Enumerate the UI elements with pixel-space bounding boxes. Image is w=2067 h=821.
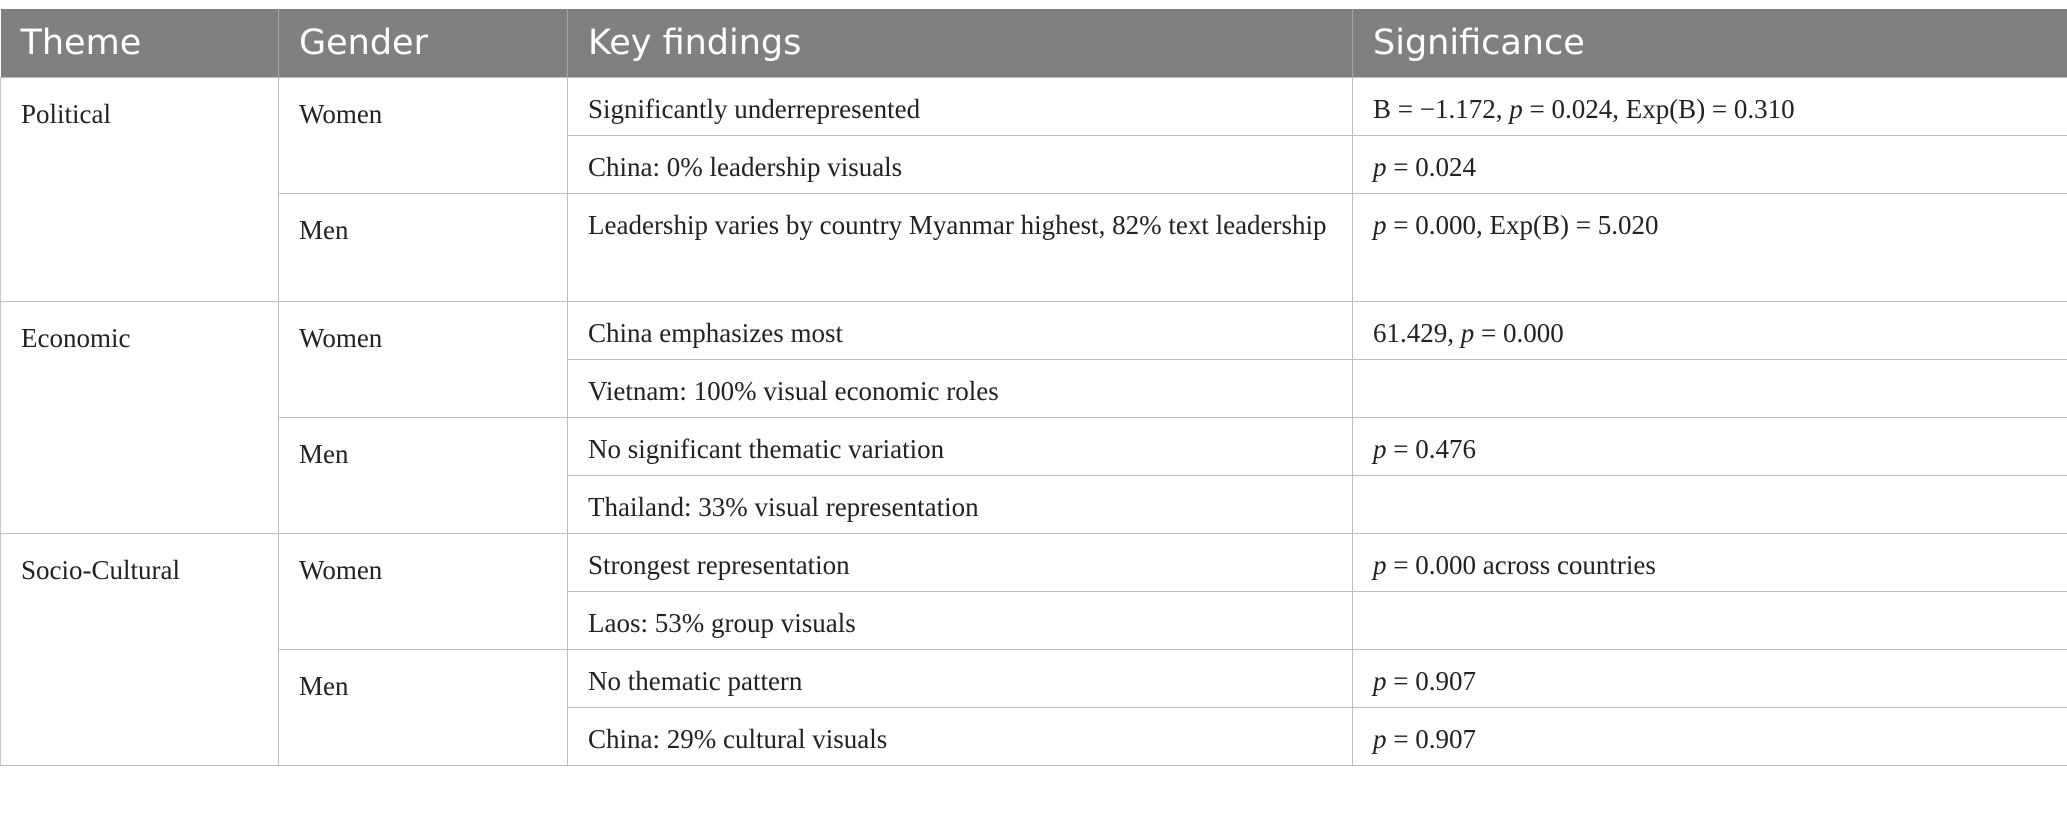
finding-cell: No significant thematic variation [567,417,1353,476]
significance-cell: p = 0.024 [1352,135,2067,194]
significance-prefix: 61.429, [1373,318,1461,348]
p-symbol: p [1509,94,1523,124]
finding-cell: Thailand: 33% visual representation [567,475,1353,534]
table-row: Political Women Significantly underrepre… [0,77,2067,302]
p-symbol: p [1373,434,1387,464]
finding-cell: Vietnam: 100% visual economic roles [567,359,1353,418]
table-header: Theme Gender Key findings Significance [0,9,2067,78]
significance-cell: B = −1.172, p = 0.024, Exp(B) = 0.310 [1352,77,2067,136]
significance-cell: 61.429, p = 0.000 [1352,301,2067,360]
finding-cell: China: 0% leadership visuals [567,135,1353,194]
header-gender: Gender [278,9,568,78]
table-row: Economic Women China emphasizes most 61.… [0,301,2067,534]
significance-value: = 0.000 [1474,318,1564,348]
gender-cell: Men [278,193,568,302]
significance-value: = 0.907 [1386,666,1476,696]
table-row: Vietnam: 100% visual economic roles [1,359,2067,418]
finding-cell: China: 29% cultural visuals [567,707,1353,766]
significance-value: = 0.024, Exp(B) = 0.310 [1522,94,1795,124]
significance-cell: p = 0.000 across countries [1352,533,2067,592]
findings-table: Theme Gender Key findings Significance P… [0,9,2067,766]
finding-cell: Significantly underrepresented [567,77,1353,136]
p-symbol: p [1373,210,1387,240]
findings-table-container: Theme Gender Key findings Significance P… [0,9,2067,766]
table-row: Thailand: 33% visual representation [1,475,2067,534]
header-significance: Significance [1352,9,2067,78]
p-symbol: p [1373,724,1387,754]
significance-prefix: B = −1.172, [1373,94,1510,124]
gender-cell: Women [278,77,568,194]
p-symbol: p [1373,152,1387,182]
header-row: Theme Gender Key findings Significance [0,9,2067,78]
gender-cell: Women [278,301,568,418]
header-key-findings: Key findings [567,9,1353,78]
table-row: Laos: 53% group visuals [1,591,2067,650]
significance-value: = 0.000 across countries [1386,550,1656,580]
gender-cell: Women [278,533,568,650]
theme-cell-economic: Economic [0,301,279,534]
table-row: Men No thematic pattern p = 0.907 [1,649,2067,766]
table-row: China: 0% leadership visuals p = 0.024 [1,135,2067,194]
theme-cell-socio-cultural: Socio-Cultural [0,533,279,766]
gender-cell: Men [278,417,568,534]
significance-value: = 0.476 [1386,434,1476,464]
finding-cell: Laos: 53% group visuals [567,591,1353,650]
significance-cell: p = 0.000, Exp(B) = 5.020 [1352,193,2067,302]
significance-cell-empty [1352,475,2067,534]
finding-cell: Strongest representation [567,533,1353,592]
table-row: Socio-Cultural Women Strongest represent… [0,533,2067,766]
significance-cell: p = 0.476 [1352,417,2067,476]
gender-cell: Men [278,649,568,766]
significance-value: = 0.024 [1386,152,1476,182]
finding-cell: Leadership varies by country Myanmar hig… [567,193,1353,302]
significance-cell-empty [1352,591,2067,650]
table-row: China: 29% cultural visuals p = 0.907 [1,707,2067,766]
p-symbol: p [1460,318,1475,348]
theme-cell-political: Political [0,77,279,302]
finding-cell: China emphasizes most [567,301,1353,360]
significance-cell: p = 0.907 [1352,649,2067,708]
significance-value: = 0.000, Exp(B) = 5.020 [1386,210,1659,240]
table-row: Men Leadership varies by country Myanmar… [1,193,2067,302]
header-theme: Theme [0,9,279,78]
significance-cell: p = 0.907 [1352,707,2067,766]
significance-value: = 0.907 [1386,724,1476,754]
significance-cell-empty [1352,359,2067,418]
table-body: Political Women Significantly underrepre… [0,77,2067,766]
p-symbol: p [1373,666,1387,696]
finding-cell: No thematic pattern [567,649,1353,708]
p-symbol: p [1373,550,1387,580]
table-row: Men No significant thematic variation p … [1,417,2067,534]
